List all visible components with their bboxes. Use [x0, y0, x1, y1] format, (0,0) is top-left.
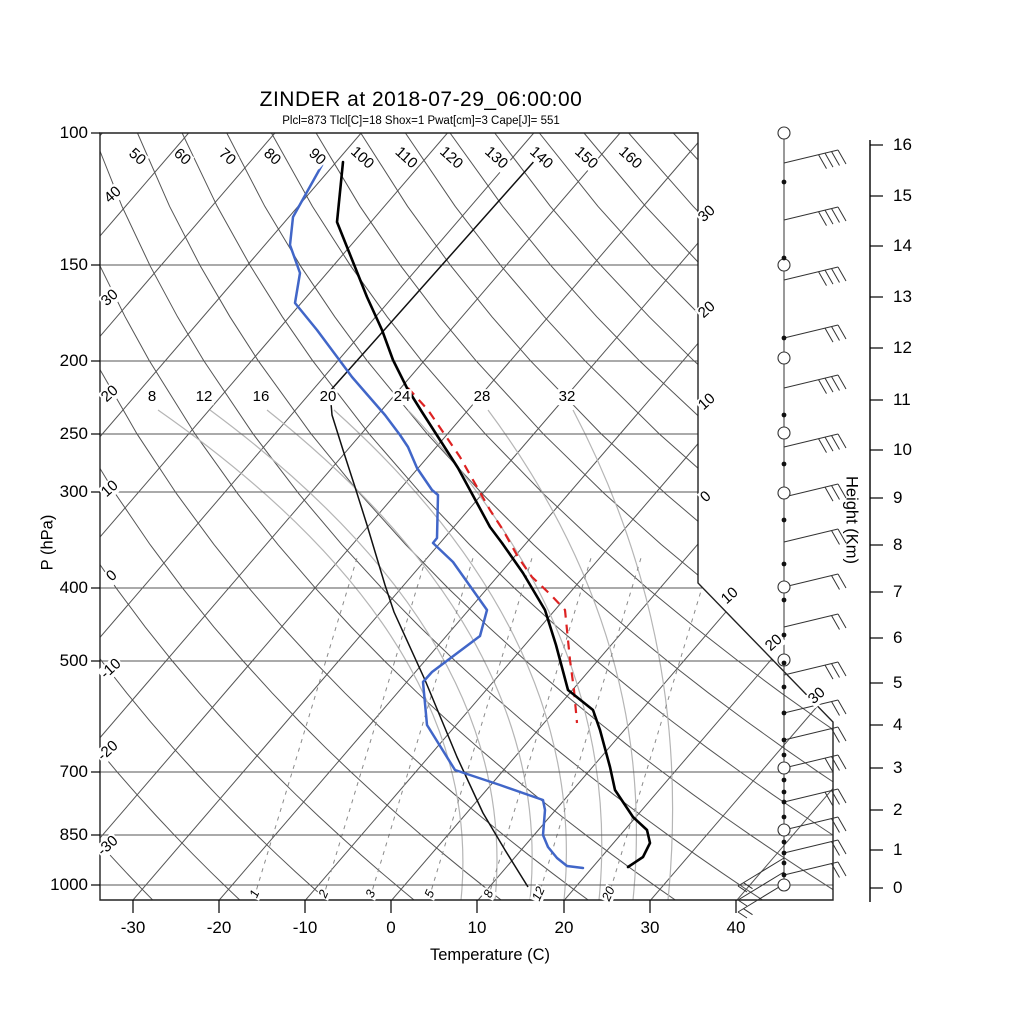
height-tick-label: 8 — [893, 535, 903, 554]
chart-subtitle: Plcl=873 Tlcl[C]=18 Shox=1 Pwat[cm]=3 Ca… — [282, 115, 560, 127]
chart-title: ZINDER at 2018-07-29_06:00:00 — [259, 88, 583, 111]
pressure-axis-title: P (hPa) — [38, 514, 57, 571]
height-tick-label: 14 — [893, 236, 912, 255]
temperature-tick-label: 10 — [467, 918, 487, 937]
height-tick-label: 9 — [893, 488, 903, 507]
moist-adiabat-label: 8 — [146, 388, 158, 406]
temperature-tick-label: 40 — [726, 918, 746, 937]
pressure-tick-label: 150 — [59, 255, 88, 274]
height-tick-label: 15 — [893, 186, 912, 205]
height-tick-label: 3 — [893, 758, 903, 777]
pressure-tick-label: 300 — [59, 482, 88, 501]
height-tick-label: 6 — [893, 628, 903, 647]
moist-adiabat-label: 20 — [318, 388, 338, 406]
pressure-tick-label: 100 — [59, 123, 88, 142]
height-tick-label: 7 — [893, 582, 903, 601]
pressure-tick-label: 250 — [59, 424, 88, 443]
height-tick-label: 2 — [893, 800, 903, 819]
pressure-tick-label: 850 — [59, 825, 88, 844]
moist-adiabat-label: 12 — [194, 388, 214, 406]
moist-adiabat-label: 16 — [251, 388, 271, 406]
moist-adiabat-label: 32 — [557, 388, 577, 406]
temperature-tick-label: 30 — [640, 918, 660, 937]
height-tick-label: 10 — [893, 440, 912, 459]
moist-adiabat-label: 24 — [392, 388, 412, 406]
pressure-tick-label: 200 — [59, 351, 88, 370]
pressure-tick-label: 400 — [59, 578, 88, 597]
height-tick-label: 5 — [893, 673, 903, 692]
height-axis-title: Height (Km) — [842, 475, 861, 565]
temperature-tick-label: 0 — [386, 918, 396, 937]
moist-adiabat-label: 28 — [472, 388, 492, 406]
height-tick-label: 13 — [893, 287, 912, 306]
height-tick-label: 1 — [893, 840, 903, 859]
height-tick-label: 4 — [893, 715, 903, 734]
temperature-axis-title: Temperature (C) — [429, 946, 551, 964]
pressure-tick-label: 500 — [59, 651, 88, 670]
height-tick-label: 11 — [893, 390, 911, 409]
height-tick-label: 0 — [893, 878, 903, 897]
pressure-tick-label: 700 — [59, 762, 88, 781]
height-tick-label: 12 — [893, 338, 912, 357]
temperature-tick-label: -10 — [292, 918, 318, 937]
pressure-tick-label: 1000 — [50, 875, 88, 894]
temperature-tick-label: 20 — [554, 918, 574, 937]
temperature-tick-label: -30 — [120, 918, 146, 937]
temperature-tick-label: -20 — [206, 918, 232, 937]
height-tick-label: 16 — [893, 135, 912, 154]
